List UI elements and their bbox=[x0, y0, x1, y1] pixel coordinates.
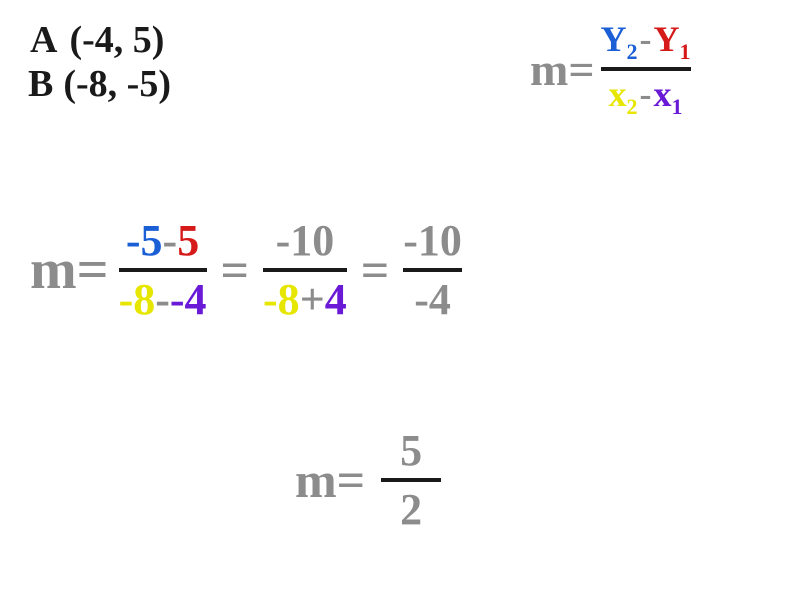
x1: x1 bbox=[654, 73, 683, 120]
point-b-label: B bbox=[28, 63, 53, 105]
work-bar-1 bbox=[119, 268, 207, 272]
work-eq-2: = bbox=[361, 241, 390, 299]
point-a-label: A bbox=[30, 19, 57, 61]
formula-m-equals: m= bbox=[530, 43, 595, 96]
work-frac-3: -10 -4 bbox=[403, 215, 462, 325]
formula-minus-top: - bbox=[640, 18, 652, 60]
answer-num: 5 bbox=[400, 425, 422, 476]
slope-work: m= -5 - 5 -8 - -4 = -10 -8 + 4 = -10 bbox=[30, 215, 462, 325]
point-a: A (-4, 5) bbox=[30, 18, 164, 62]
den2-a: -8 bbox=[263, 274, 300, 325]
answer-frac: 5 2 bbox=[381, 425, 441, 535]
work-m-equals: m= bbox=[30, 238, 109, 302]
work-frac-1: -5 - 5 -8 - -4 bbox=[119, 215, 207, 325]
num3: -10 bbox=[403, 215, 462, 266]
work-frac-2: -10 -8 + 4 bbox=[263, 215, 347, 325]
formula-bar bbox=[601, 67, 691, 71]
point-a-coord: (-4, 5) bbox=[69, 19, 164, 61]
den1-a: -8 bbox=[119, 274, 156, 325]
y1: Y1 bbox=[654, 18, 691, 65]
point-b-coord: (-8, -5) bbox=[63, 63, 171, 105]
answer-den: 2 bbox=[400, 484, 422, 535]
den2-b: + bbox=[300, 274, 325, 325]
work-bar-2 bbox=[263, 268, 347, 272]
num1-a: -5 bbox=[126, 215, 163, 266]
formula-minus-bot: - bbox=[640, 73, 652, 115]
num1-b: - bbox=[163, 215, 178, 266]
formula-fraction: Y2 - Y1 x2 - x1 bbox=[601, 18, 691, 120]
slope-answer: m= 5 2 bbox=[295, 425, 441, 535]
work-eq-1: = bbox=[221, 241, 250, 299]
slope-formula: m= Y2 - Y1 x2 - x1 bbox=[530, 18, 691, 120]
num1-c: 5 bbox=[177, 215, 199, 266]
den2-c: 4 bbox=[325, 274, 347, 325]
work-bar-3 bbox=[403, 268, 462, 272]
answer-bar bbox=[381, 478, 441, 482]
y2: Y2 bbox=[601, 18, 638, 65]
den1-c: -4 bbox=[170, 274, 207, 325]
den1-b: - bbox=[155, 274, 170, 325]
num2: -10 bbox=[276, 215, 335, 266]
x2: x2 bbox=[609, 73, 638, 120]
point-b: B (-8, -5) bbox=[28, 62, 171, 106]
answer-m-equals: m= bbox=[295, 451, 365, 509]
den3: -4 bbox=[414, 274, 451, 325]
